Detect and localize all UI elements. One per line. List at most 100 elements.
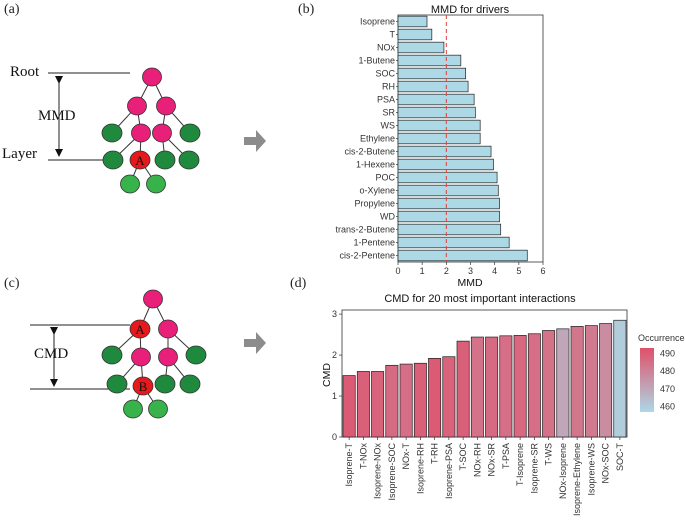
mmd-category-label: WD (380, 212, 395, 222)
tree-diagram-a: A (48, 67, 201, 194)
tree-a-node (152, 123, 172, 143)
mmd-category-label: WS (381, 121, 396, 131)
cmd-chart-ylabel: CMD (321, 363, 333, 387)
mmd-category-label: SOC (375, 69, 395, 79)
mmd-bar (397, 171, 498, 184)
cmd-chart: CMD for 20 most important interactions I… (321, 293, 685, 516)
tree-a-node (156, 96, 176, 116)
mmd-chart: MMD for drivers Isoprene T NOx 1-Butene SOC R… (335, 4, 545, 289)
mmd-category-label: 1-Butene (358, 56, 395, 66)
cmd-category-label: T-WS (544, 443, 554, 466)
mmd-bar (397, 119, 481, 132)
cmd-bar (470, 336, 484, 438)
mmd-bar (397, 197, 500, 210)
cmd-bar (556, 328, 570, 438)
tree-c-node (158, 319, 178, 339)
mmd-category-label: Ethylene (360, 134, 395, 144)
mmd-category-label: SR (382, 108, 395, 118)
tree-c-node (185, 345, 207, 365)
cmd-category-label: Isoprene-Ethylene (572, 443, 582, 516)
cmd-chart-title: CMD for 20 most important interactions (384, 293, 576, 305)
mmd-bar (397, 67, 467, 80)
mmd-bar (397, 106, 476, 119)
cmd-bar (442, 356, 456, 438)
cmd-category-label: T-PSA (501, 443, 511, 469)
mmd-bar (397, 15, 428, 28)
arrow-right-icon (244, 332, 266, 354)
legend-tick-label: 470 (660, 384, 675, 394)
cmd-bar (399, 363, 413, 438)
mmd-bar (397, 184, 499, 197)
cmd-category-label: NOx-SR (487, 443, 497, 477)
tree-a-node (131, 123, 151, 143)
panel-label-b: (b) (298, 2, 315, 17)
cmd-bar (584, 325, 598, 438)
legend-tick-label: 480 (660, 366, 675, 376)
mmd-bar (397, 28, 433, 41)
cmd-bar (342, 375, 356, 438)
cmd-category-label: NOx-Isoprene (558, 443, 568, 499)
cmd-bar (499, 335, 513, 438)
mmd-category-label: cis-2-Butene (344, 147, 395, 157)
mmd-category-label: Propylene (354, 199, 395, 209)
tree-c-edges (111, 298, 197, 410)
legend-tick-label: 460 (660, 402, 675, 412)
cmd-y-tick-label: 1 (332, 391, 337, 401)
cmd-bar (385, 364, 399, 438)
mmd-category-label: o-Xylene (359, 186, 395, 196)
cmd-y-tick-label: 3 (332, 309, 337, 319)
tree-a-node-a (129, 150, 151, 170)
mmd-category-label: Isoprene (360, 17, 395, 27)
mmd-category-label: T (390, 30, 396, 40)
cmd-bar (456, 340, 470, 438)
cmd-category-label: Isoprene-T (344, 443, 354, 487)
tree-c-node (131, 347, 151, 367)
tree-a-node (179, 123, 201, 143)
mmd-category-label: NOx (377, 43, 396, 53)
cmd-category-label: Isoprene-NOx (373, 443, 383, 500)
mmd-x-tick-label: 0 (395, 266, 400, 276)
mmd-category-label: trans-2-Butene (335, 225, 395, 235)
mmd-x-tick-label: 4 (492, 266, 497, 276)
tree-c-node-b-label: B (139, 379, 148, 394)
mmd-x-tick-label: 3 (468, 266, 473, 276)
cmd-category-label: T-SOC (458, 443, 468, 471)
cmd-y-tick-label: 2 (332, 350, 337, 360)
tree-c-node (106, 374, 128, 394)
mmd-chart-title: MMD for drivers (431, 4, 510, 16)
tree-a-node (154, 150, 176, 170)
tree-a-root-node (142, 67, 162, 87)
mmd-x-tick-label: 5 (516, 266, 521, 276)
tree-c-node-a-label: A (135, 322, 145, 337)
cmd-category-label: Isoprene-SOC (387, 443, 397, 501)
tree-c-node (154, 374, 176, 394)
occurrences-legend: Occurrences 490 480 470 460 (638, 333, 685, 412)
tree-a-node (101, 123, 123, 143)
layer-label: Layer (2, 146, 37, 162)
tree-c-node-b (132, 376, 154, 396)
cmd-bar (371, 371, 385, 438)
cmd-bar (527, 333, 541, 438)
cmd-category-label: SOC-T (615, 443, 625, 472)
tree-a-node (178, 150, 200, 170)
cmd-bar (413, 362, 427, 438)
cmd-y-tick-label: 0 (332, 432, 337, 442)
cmd-category-label: T-RH (430, 443, 440, 464)
cmd-bar (356, 371, 370, 438)
panel-label-d: (d) (290, 276, 307, 291)
mmd-category-label: 1-Hexene (356, 160, 395, 170)
cmd-category-label: NOx-T (401, 443, 411, 470)
mmd-bar (397, 236, 510, 249)
arrow-right-icon (244, 130, 266, 152)
mmd-x-tick-label: 1 (420, 266, 425, 276)
tree-a-node (102, 150, 124, 170)
tree-c-node-a (129, 319, 151, 339)
tree-c-node (123, 399, 143, 419)
cmd-bar (428, 357, 442, 438)
mmd-bar (397, 249, 528, 262)
tree-a-edges (111, 76, 191, 185)
cmd-bar (542, 330, 556, 438)
cmd-bar (570, 326, 584, 438)
mmd-bar (397, 223, 502, 236)
